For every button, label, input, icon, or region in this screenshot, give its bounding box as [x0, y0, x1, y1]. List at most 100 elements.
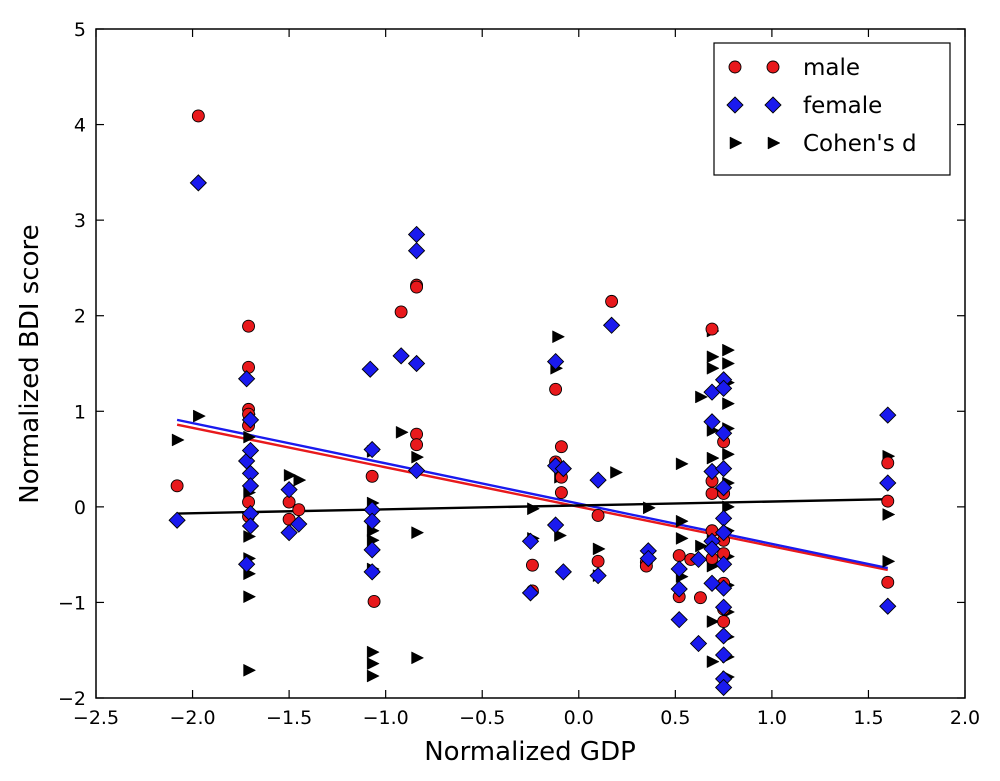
- female-point: [554, 563, 572, 581]
- female-point: [714, 627, 733, 645]
- cohen-s-d-point: [366, 645, 380, 659]
- legend-marker-female: [764, 96, 782, 114]
- cohen-s-d-point: [675, 457, 689, 471]
- legend-label-cohen-s-d: Cohen's d: [803, 131, 917, 157]
- female-point: [589, 567, 607, 585]
- male-point: [881, 575, 895, 589]
- cohen-s-d-point: [610, 466, 624, 479]
- female-point: [407, 242, 426, 260]
- x-tick-label: 1.0: [757, 707, 787, 729]
- cohen-s-d-point: [411, 651, 425, 665]
- female-point: [546, 516, 565, 534]
- female-point: [241, 411, 260, 429]
- y-tick-label: 2: [74, 306, 86, 328]
- cohen-s-d-point: [722, 357, 736, 370]
- x-axis-label: Normalized GDP: [424, 737, 636, 767]
- male-point: [292, 503, 306, 517]
- cohen-s-d-point: [675, 531, 689, 545]
- x-tick-label: −2.5: [73, 707, 119, 729]
- cohen-s-d-point: [706, 350, 720, 364]
- y-tick-label: 0: [74, 497, 86, 519]
- y-axis-ticks: −2 −1 0 1 2 3 4 5: [58, 19, 965, 710]
- female-point: [521, 584, 540, 602]
- female-point: [589, 471, 607, 489]
- female-point: [639, 549, 657, 568]
- male-point: [525, 558, 539, 572]
- legend-marker-male: [728, 60, 742, 74]
- female-point: [714, 646, 733, 664]
- female-point: [670, 560, 688, 578]
- male-point: [394, 305, 408, 319]
- cohen-s-d-point: [552, 330, 566, 344]
- female-point: [689, 550, 708, 569]
- female-point: [879, 597, 897, 615]
- cohen-s-d-point: [706, 655, 720, 669]
- female-point: [363, 440, 381, 459]
- female-point: [363, 541, 381, 559]
- female-point: [703, 462, 721, 481]
- male-point: [410, 438, 424, 452]
- male-fit-line: [176, 423, 888, 572]
- cohen-s-d-point: [675, 514, 689, 528]
- male-point: [605, 294, 619, 308]
- cohen-s-d-point: [527, 502, 540, 516]
- male-point: [367, 595, 381, 608]
- female-point: [546, 352, 565, 371]
- female-point: [714, 479, 733, 497]
- female-point: [280, 481, 298, 499]
- female-point: [670, 580, 688, 598]
- x-tick-label: −1.0: [363, 707, 409, 729]
- female-point: [554, 459, 572, 478]
- female-point: [879, 406, 897, 424]
- male-point: [705, 322, 719, 336]
- cohen-s-d-point: [643, 501, 656, 515]
- y-tick-label: 5: [74, 19, 86, 41]
- female-point: [689, 634, 708, 653]
- y-tick-label: 3: [74, 210, 86, 232]
- cohen-s-d-point: [882, 554, 896, 568]
- male-point: [591, 509, 605, 522]
- female-point: [879, 474, 897, 492]
- legend-marker-cohen-s-d: [729, 136, 743, 150]
- cohen-s-d-point: [722, 397, 736, 411]
- cohen-s-d-point: [243, 663, 257, 677]
- cohen-s-d-point: [706, 615, 720, 628]
- male-point: [242, 495, 256, 509]
- cohen-s-d-point: [366, 657, 380, 670]
- female-point: [703, 413, 721, 431]
- female-point: [168, 511, 186, 529]
- female-point: [714, 459, 733, 478]
- cohen-s-d-point: [695, 390, 708, 404]
- y-tick-label: 1: [74, 401, 86, 423]
- cohen-s-d-point: [722, 343, 736, 357]
- male-point: [705, 487, 719, 500]
- female-point: [703, 540, 721, 558]
- x-tick-label: −1.5: [266, 707, 312, 729]
- cohen-s-d-point: [411, 450, 425, 464]
- cohen-s-d-point: [706, 451, 720, 465]
- female-point: [714, 555, 733, 573]
- female-point: [602, 316, 621, 334]
- male-point: [672, 549, 686, 563]
- cohen-s-d-point: [366, 669, 380, 683]
- female-point: [521, 532, 540, 550]
- male-point: [191, 109, 205, 123]
- male-point: [591, 554, 605, 568]
- female-point: [237, 370, 256, 388]
- female-point: [363, 512, 381, 530]
- female-point: [714, 579, 733, 597]
- male-point: [242, 319, 256, 333]
- data-points: [168, 109, 897, 697]
- female-point: [241, 517, 260, 535]
- female-point: [189, 174, 207, 192]
- male-point: [693, 591, 707, 605]
- plot-frame: [95, 28, 966, 699]
- male-point: [554, 486, 568, 499]
- cohen-s-d-point: [411, 526, 425, 540]
- female-point: [714, 424, 733, 442]
- y-tick-label: 4: [74, 115, 86, 137]
- cohen-s-d-point: [722, 447, 736, 461]
- cohen-s-d-point: [243, 430, 257, 444]
- legend-box: [713, 42, 951, 176]
